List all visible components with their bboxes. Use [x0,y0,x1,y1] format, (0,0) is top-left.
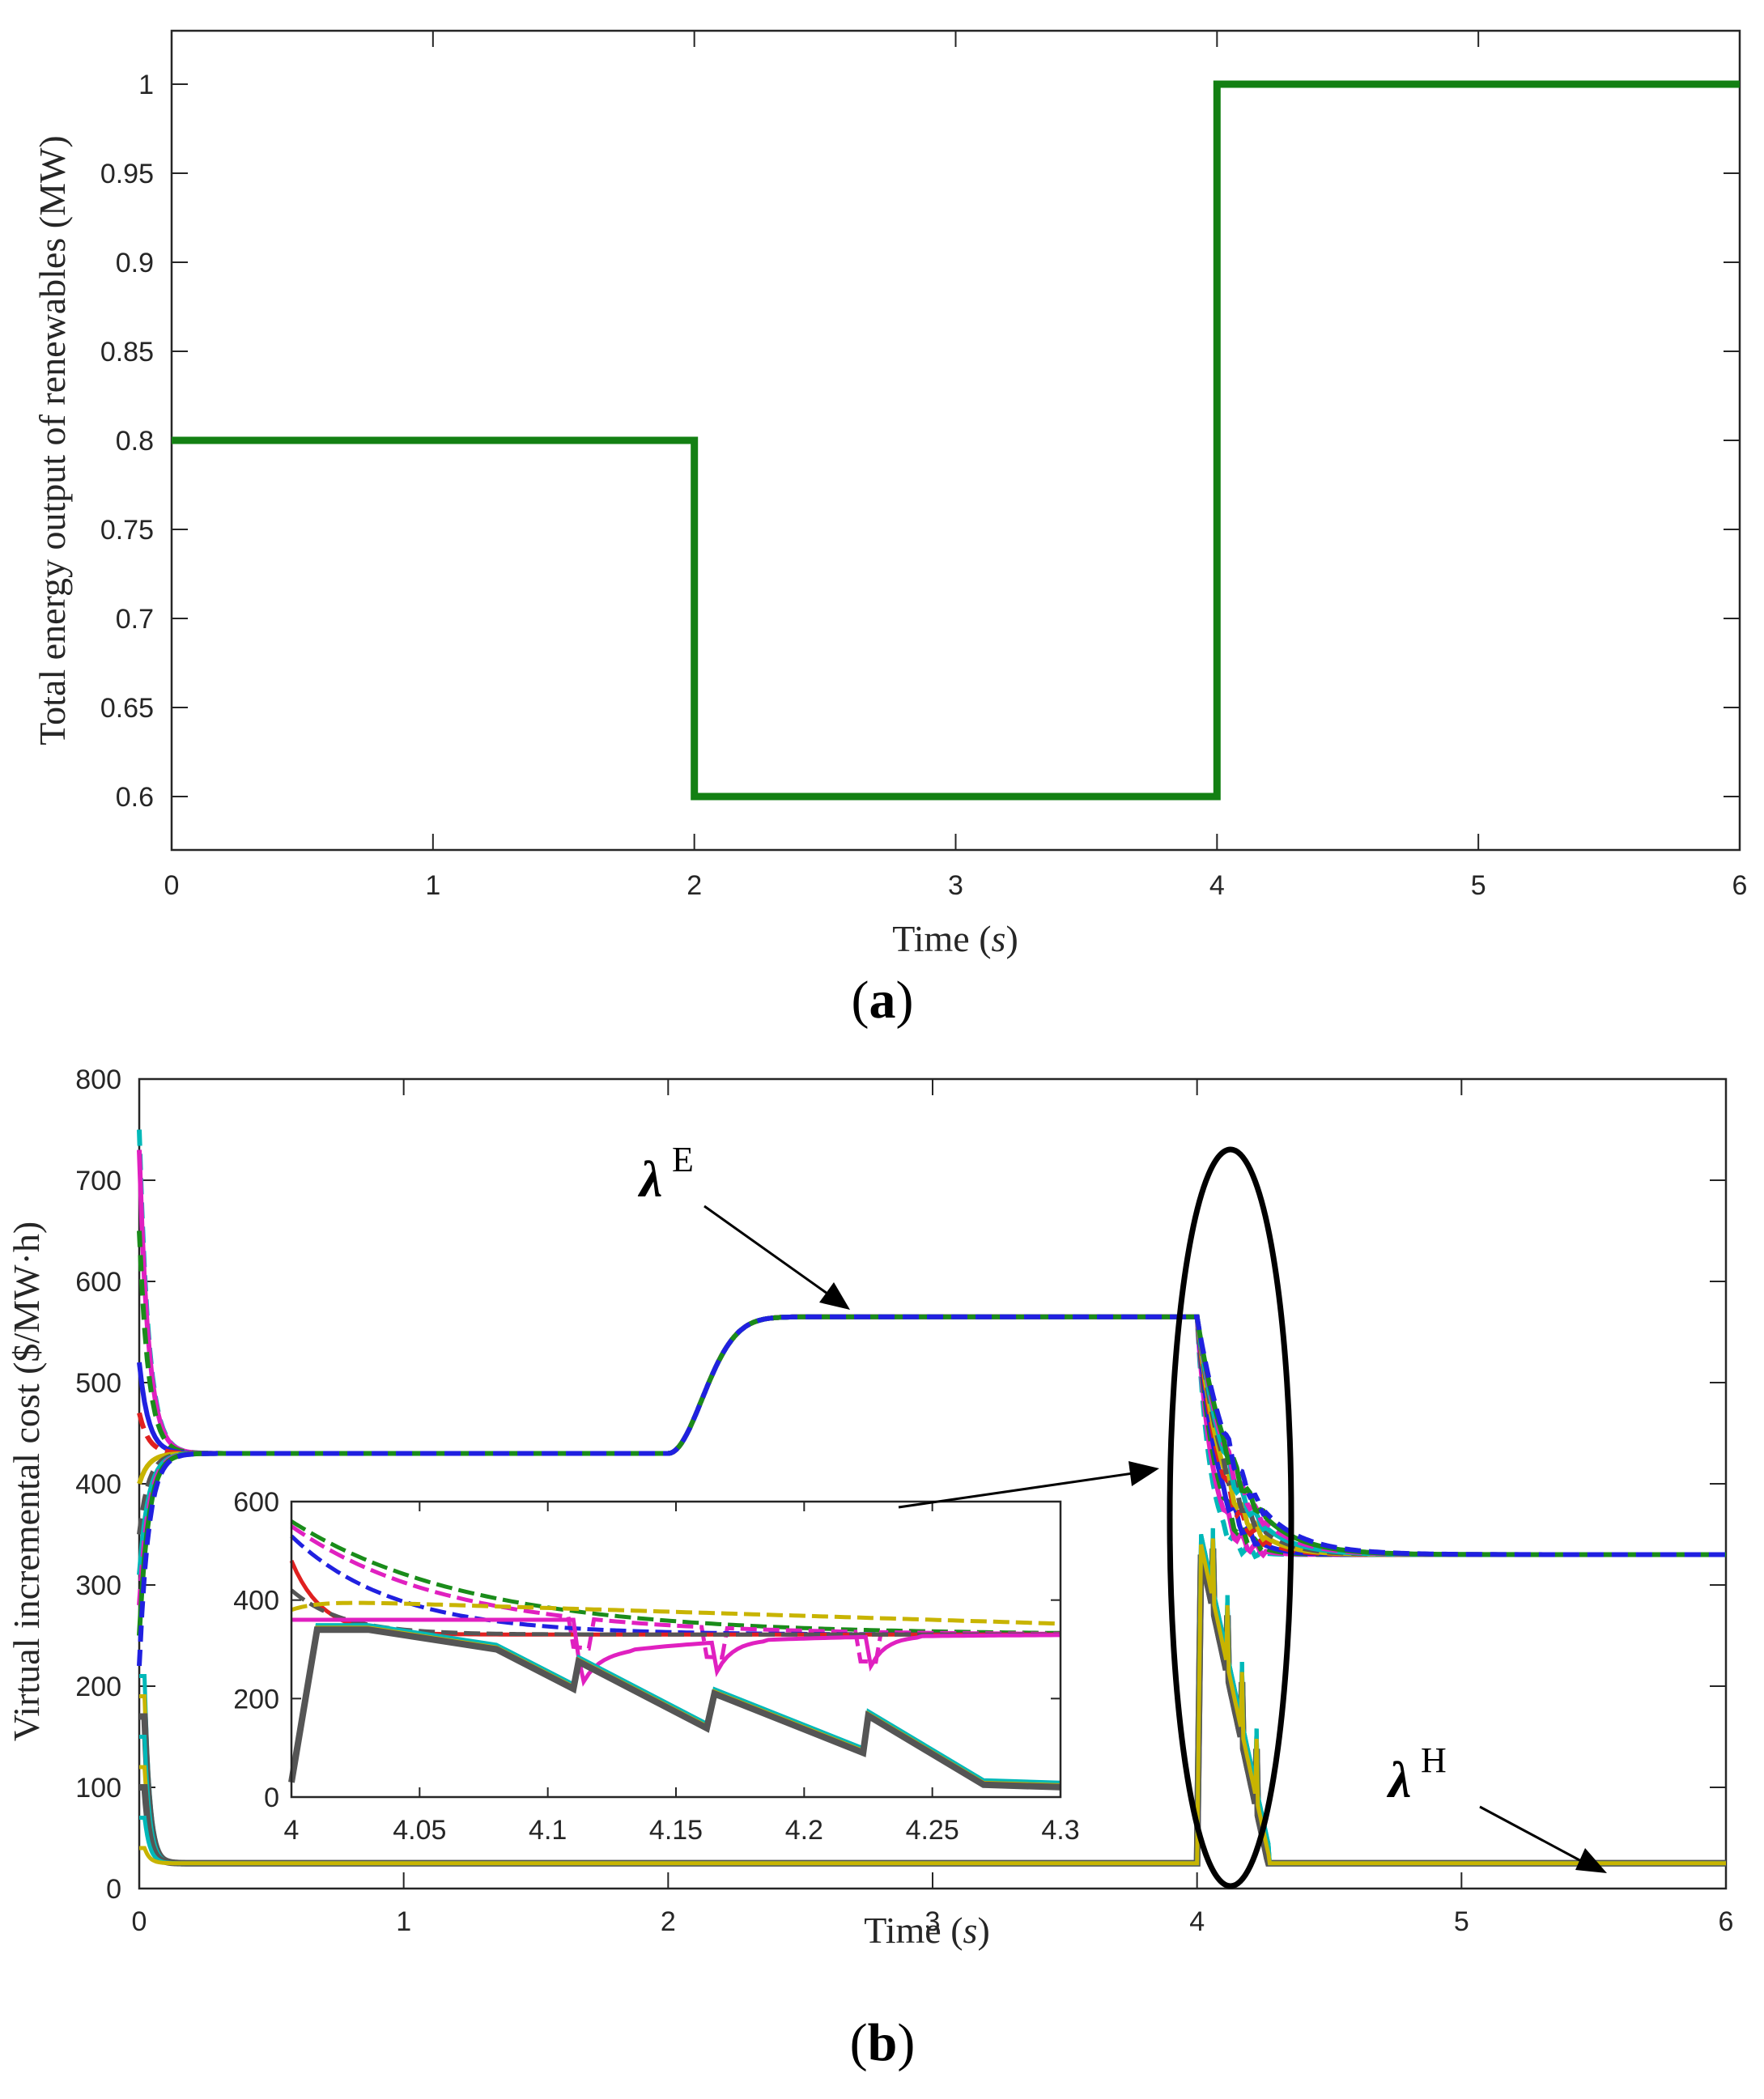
x-tick-label: 1 [425,870,440,901]
y-tick-label: 0.8 [116,426,154,457]
x-tick-label: 2 [686,870,702,901]
x-tick-label: 4.3 [1041,1815,1079,1846]
panel-a: 0 1 2 3 4 5 6 0.6 0.65 0.7 0.75 0.8 0.85 0.9 0.95 1 Tim… [32,29,1748,1030]
y-tick-label: 200 [75,1672,121,1702]
y-tick-label: 400 [233,1586,279,1617]
x-tick-label: 3 [948,870,963,901]
y-tick-label: 0.75 [100,515,154,546]
lambda-e-arrow [703,1205,828,1295]
electricity-price-line [137,1149,1726,1559]
lambda-e-symbol: λ [637,1150,662,1208]
y-tick-label: 0.65 [100,693,154,724]
y-tick-label: 500 [75,1368,121,1399]
y-tick-label: 300 [75,1570,121,1601]
panel-b-ticks: 0 1 2 3 4 5 6 0 100 200 300 400 500 600 700 800 [75,1064,1733,1937]
panel-a-ticks: 0 1 2 3 4 5 6 0.6 0.65 0.7 0.75 0.8 0.85 0.9 0.95 1 [100,31,1748,901]
zoom-region-ellipse [1167,1146,1294,1889]
panel-b-lines [137,1129,1726,1867]
inset-ticks: 4 4.05 4.1 4.15 4.2 4.25 4.3 0 200 400 600 [233,1487,1079,1846]
x-tick-label: 4 [1189,1906,1205,1937]
lambda-h-symbol: λ [1386,1751,1411,1808]
panel-a-lines [172,80,1740,801]
zoom-arrowhead [1129,1461,1159,1486]
x-tick-label: 4.1 [529,1815,567,1846]
x-tick-label: 4.15 [649,1815,703,1846]
y-tick-label: 600 [233,1487,279,1518]
x-tick-label: 4 [1209,870,1225,901]
x-tick-label: 6 [1719,1906,1734,1937]
x-tick-label: 5 [1454,1906,1469,1937]
x-tick-label: 3 [925,1906,941,1937]
inset-heat-line [290,1623,1061,1784]
x-tick-label: 2 [661,1906,676,1937]
electricity-price-line [137,1129,1726,1560]
lambda-e-arrowhead [819,1282,850,1310]
x-tick-label: 4.25 [906,1815,959,1846]
x-tick-label: 1 [396,1906,411,1937]
y-tick-label: 800 [75,1064,121,1095]
x-tick-label: 6 [1732,870,1748,901]
y-tick-label: 700 [75,1166,121,1196]
panel-a-ylabel: Total energy output of renewables (MW) [32,135,73,745]
y-tick-label: 0.7 [116,604,154,635]
x-tick-label: 5 [1471,870,1486,901]
electricity-price-line [137,1314,1726,1667]
y-tick-label: 1 [138,70,154,100]
panel-b-ylabel: Virtual incremental cost ($/MW·h) [6,1222,47,1741]
panel-a-xlabel: Time (s) [892,918,1018,959]
y-tick-label: 400 [75,1469,121,1500]
heat-price-line [139,1538,1726,1866]
x-tick-label: 0 [132,1906,147,1937]
x-tick-label: 4.05 [393,1815,446,1846]
inset-electricity-dip-line [291,1617,1061,1687]
inset-heat-line [288,1626,1061,1791]
lambda-h-superscript: H [1421,1740,1447,1780]
inset-lines [288,1519,1061,1791]
lambda-e-superscript: E [672,1140,694,1179]
x-tick-label: 4 [284,1815,300,1846]
panel-b: 0 1 2 3 4 5 6 0 100 200 300 400 500 600 700 800 4 4.05 4.… [6,1064,1733,2072]
series-line-renewables [172,80,1740,801]
y-tick-label: 0.9 [116,248,154,278]
y-tick-label: 0.85 [100,337,154,368]
inset-axes-box [290,1500,1062,1799]
y-tick-label: 200 [233,1684,279,1714]
lambda-h-arrowhead [1575,1848,1607,1873]
y-tick-label: 100 [75,1773,121,1804]
zoom-arrow [898,1472,1134,1509]
y-tick-label: 600 [75,1267,121,1298]
inset-electricity-line [291,1600,1061,1626]
panel-b-caption: (b) [850,2013,916,2072]
panel-b-xlabel: Time (s) [864,1910,990,1951]
x-tick-label: 4.2 [785,1815,823,1846]
y-tick-label: 0 [106,1874,121,1905]
y-tick-label: 0 [264,1782,279,1813]
x-tick-label: 0 [164,870,180,901]
y-tick-label: 0.6 [116,782,154,813]
lambda-h-arrow [1479,1805,1583,1863]
panel-a-caption: (a) [852,971,914,1030]
y-tick-label: 0.95 [100,159,154,189]
